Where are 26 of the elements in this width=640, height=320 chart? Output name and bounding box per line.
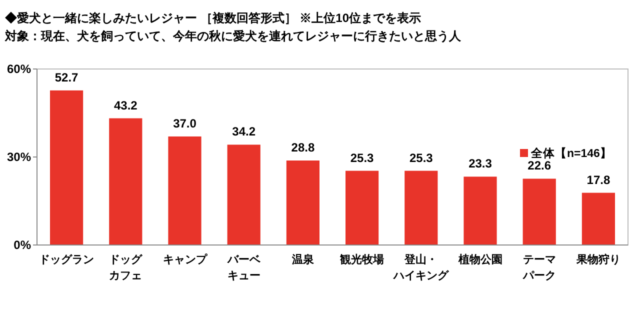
data-label: 23.3 [468, 156, 492, 171]
x-tick-label: 登山・ハイキング [392, 253, 450, 282]
data-label: 22.6 [528, 158, 552, 173]
y-tick-label: 30% [6, 150, 32, 164]
data-label: 25.3 [350, 150, 374, 165]
data-label: 37.0 [173, 116, 197, 130]
data-label: 52.7 [54, 70, 79, 84]
x-tick-label: バーベキュー [226, 254, 262, 282]
data-label: 43.2 [114, 98, 138, 112]
x-tick-label: 植物公園 [457, 253, 502, 266]
data-label: 25.3 [409, 150, 434, 165]
title: ◆愛犬と一緒に楽しみたいレジャー ［複数回答形式］ ※上位10位までを表示 [5, 11, 422, 25]
x-tick-label: テーマパーク [522, 254, 556, 282]
legend-label: 全体【n=146】 [530, 146, 612, 160]
x-tick-label: ドッグカフェ [109, 254, 144, 282]
x-tick-label: 温泉 [290, 253, 315, 266]
x-tick-label: ドッグラン [39, 254, 94, 266]
y-tick-label: 0% [14, 238, 32, 252]
data-label: 17.8 [586, 172, 610, 187]
data-label: 34.2 [232, 124, 256, 139]
x-tick-label: 果物狩り [575, 253, 620, 266]
x-tick-label: 観光牧場 [339, 253, 384, 266]
y-tick-label: 60% [6, 62, 32, 76]
subtitle: 対象：現在、犬を飼っていて、今年の秋に愛犬を連れてレジャーに行きたいと思う人 [5, 29, 461, 43]
data-label: 28.8 [291, 140, 315, 155]
x-tick-label: キャンプ [162, 253, 208, 266]
